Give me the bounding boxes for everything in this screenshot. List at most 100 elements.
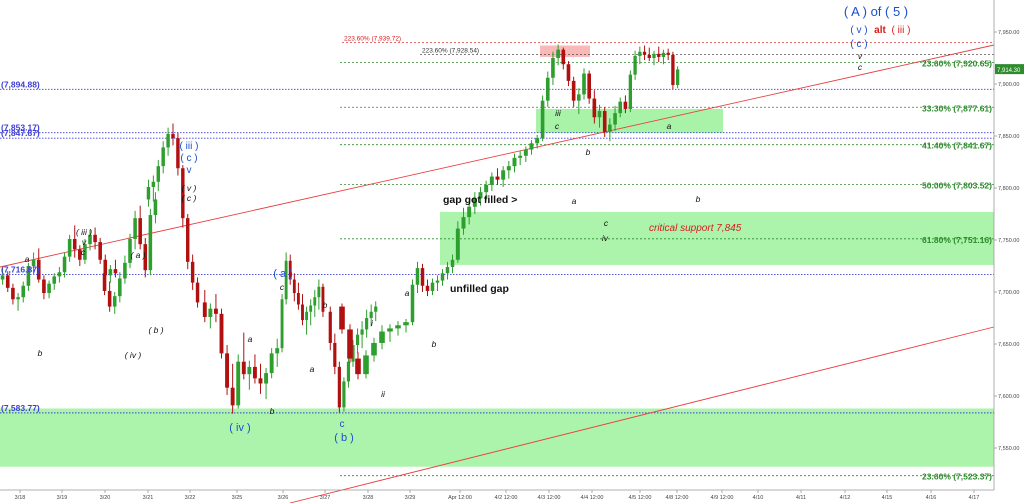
candle-body <box>623 101 628 109</box>
wave-label-small: ii <box>381 389 386 399</box>
candle-body <box>435 280 440 283</box>
candle-body <box>420 268 425 286</box>
candle-body <box>26 266 31 286</box>
candle-body <box>138 218 142 245</box>
wave-label-small: ( v ) <box>182 183 197 193</box>
candle-body <box>592 98 597 118</box>
candle-body <box>657 53 661 57</box>
candle-body <box>52 276 57 284</box>
wave-label-small: a <box>248 334 253 344</box>
candle-body <box>108 269 113 276</box>
x-tick-label: 3/19 <box>57 495 68 501</box>
wave-label-small: c <box>81 247 86 257</box>
candle-body <box>642 51 647 55</box>
wave-label: ( A ) of ( 5 ) <box>844 4 908 19</box>
candle-body <box>506 166 511 171</box>
candle-body <box>284 260 288 300</box>
wave-label-small: a <box>572 196 577 206</box>
candle-body <box>365 318 369 330</box>
wave-label: ( c ) <box>180 153 197 164</box>
candle-body <box>495 176 500 180</box>
candle-body <box>292 279 296 294</box>
candle-body <box>42 279 46 294</box>
candle-body <box>597 111 602 118</box>
candle-body <box>113 269 118 274</box>
candle-body <box>225 353 230 388</box>
candle-body <box>328 311 332 343</box>
candle-body <box>241 361 246 375</box>
candle-body <box>647 54 651 58</box>
wave-label-small: a <box>25 254 30 264</box>
candle-body <box>252 366 257 379</box>
upper-trendline <box>0 44 995 268</box>
wave-label-small: b <box>270 406 275 416</box>
candle-body <box>661 52 666 57</box>
candle-body <box>577 94 581 101</box>
lines-layer <box>0 42 994 477</box>
candle-body <box>363 355 369 375</box>
last-price-label: 7,914.30 <box>997 68 1021 74</box>
lower-trendline <box>289 326 995 503</box>
candle-body <box>16 297 20 300</box>
wave-label: ( iii ) <box>180 141 199 152</box>
candle-body <box>415 268 420 285</box>
labels-layer: (8,087.19)(7,894.88)(7,853.17)(7,847.87)… <box>1 4 992 482</box>
level-label: (7,583.77) <box>1 403 40 413</box>
candle-body <box>98 242 102 260</box>
wave-label-small: v <box>858 51 863 61</box>
fib-label: 41.40% (7,841.67) <box>922 141 992 151</box>
candle-body <box>21 285 26 298</box>
y-tick-label: 7,800.00 <box>998 186 1019 192</box>
candle-body <box>156 166 160 182</box>
wave-label-small: b <box>696 194 701 204</box>
candle-body <box>258 378 263 384</box>
x-tick-label: 4/4 12:00 <box>581 495 604 501</box>
candle-body <box>219 313 224 354</box>
candle-body <box>0 275 5 280</box>
fib-label: 50.00% (7,803.52) <box>922 180 992 190</box>
candle-body <box>529 143 534 150</box>
candle-body <box>450 259 455 268</box>
wave-label-small: v <box>82 237 87 247</box>
x-tick-label: 4/8 12:00 <box>666 495 689 501</box>
x-tick-label: 3/29 <box>405 495 416 501</box>
candle-body <box>425 285 430 291</box>
candle-body <box>374 306 378 312</box>
x-tick-label: 4/12 <box>840 495 851 501</box>
wave-label: ( a ) <box>273 268 293 280</box>
wave-label-small: iii <box>555 108 562 118</box>
candle-body <box>337 366 341 408</box>
wave-label-small: a <box>405 288 410 298</box>
wave-label-small: ( a ) <box>130 250 145 260</box>
candle-body <box>190 261 195 283</box>
candle-body <box>171 133 175 139</box>
wave-label: ( c ) <box>850 39 867 50</box>
candle-body <box>123 262 127 279</box>
candle-body <box>118 278 122 297</box>
x-tick-label: 3/27 <box>320 495 331 501</box>
candle-body <box>347 329 353 359</box>
candle-body <box>213 308 218 314</box>
candle-body <box>545 77 550 101</box>
candle-body <box>675 69 680 86</box>
candle-body <box>176 138 180 169</box>
candle-body <box>153 199 158 216</box>
wave-label: ( iii ) <box>892 25 911 36</box>
wave-label-small: ( c ) <box>182 193 197 203</box>
x-tick-label: 4/10 <box>753 495 764 501</box>
projection-label: 223.60% (7,928.54) <box>422 47 479 54</box>
wave-label-small: b <box>323 300 328 310</box>
candle-body <box>346 361 351 382</box>
candle-body <box>36 259 41 280</box>
candle-body <box>440 273 445 281</box>
candle-body <box>67 238 72 257</box>
candle-body <box>321 286 325 312</box>
wave-label-small: a <box>667 121 672 131</box>
x-tick-label: 4/5 12:00 <box>629 495 652 501</box>
y-tick-label: 7,900.00 <box>998 82 1019 88</box>
candle-body <box>461 217 466 229</box>
candles-layer <box>0 44 680 414</box>
wave-label-small: ( b ) <box>148 325 163 335</box>
candle-body <box>582 73 586 95</box>
